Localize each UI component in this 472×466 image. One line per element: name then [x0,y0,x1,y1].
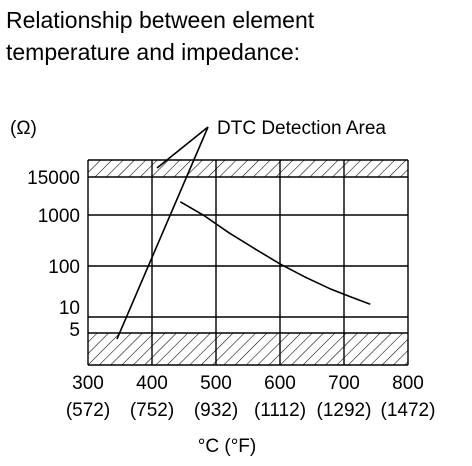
impedance-point [202,214,204,216]
x-tick-label-c: 600 [264,373,296,394]
y-tick-label: 100 [48,257,80,278]
impedance-point [279,263,281,265]
x-axis-label: °C (°F) [198,436,256,457]
detection-bands [88,160,408,365]
dtc-detection-label: DTC Detection Area [217,118,386,139]
chart-grid [87,159,409,366]
title-line-1: Relationship between element [6,7,315,33]
series-group [180,201,371,305]
y-axis-unit: (Ω) [10,118,37,139]
x-tick-label-f: (1472) [381,400,436,421]
impedance-point [368,303,371,305]
impedance-point [253,247,256,250]
impedance-series-line [180,201,370,305]
callout-line-lower [116,126,209,340]
x-tick-label-f: (1112) [254,400,306,421]
x-tick-label-f: (932) [194,400,238,421]
impedance-point [180,201,182,203]
detection-band-high [88,160,408,177]
x-tick-label-c: 800 [392,373,424,394]
y-tick-label: 10 [59,298,80,319]
impedance-point [304,276,307,279]
impedance-point [349,295,352,298]
x-tick-label-f: (752) [130,400,174,421]
x-tick-label-c: 700 [328,373,360,394]
chart-title: Relationship between element temperature… [6,4,466,68]
detection-band-low [88,333,408,365]
x-tick-label-f: (1292) [317,400,372,421]
x-tick-label-f: (572) [66,400,110,421]
x-tick-label-c: 500 [200,373,232,394]
callout-line-upper [156,126,209,169]
y-tick-label: 15000 [27,168,80,189]
title-line-2: temperature and impedance: [6,39,301,65]
y-tick-label: 5 [69,320,80,341]
axis-labels: (Ω) 15000 1000 100 105 300 (572) 400 (752) 500 (93… [10,118,435,457]
x-tick-label-c: 400 [136,373,168,394]
y-tick-label: 1000 [38,206,80,227]
x-tick-label-c: 300 [72,373,104,394]
impedance-point [228,231,230,234]
impedance-point [330,288,333,291]
